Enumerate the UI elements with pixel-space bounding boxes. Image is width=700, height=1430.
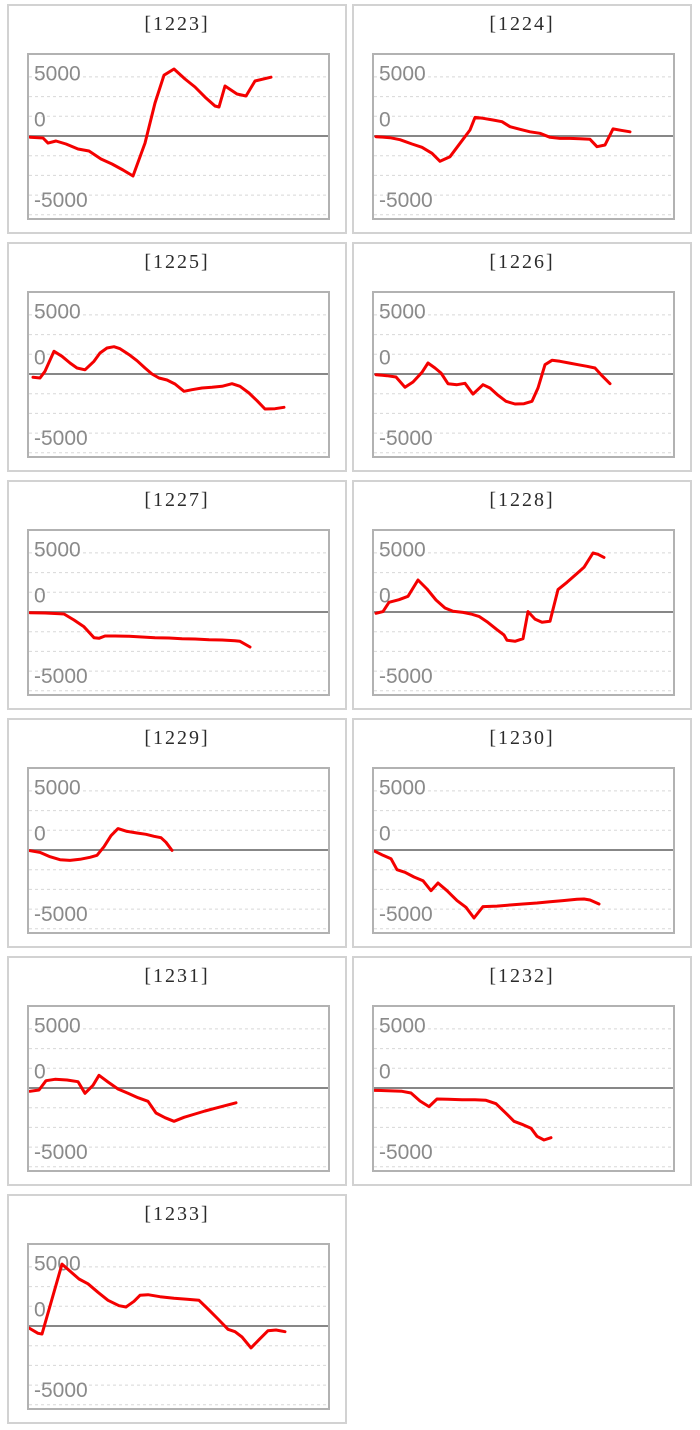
y-tick-label: 5000 [34,63,81,86]
chart-title: [1230] [489,727,555,749]
y-tick-label: 0 [34,823,46,846]
y-tick-label: 5000 [379,539,426,562]
chart-title: [1229] [144,727,210,749]
chart-cell: [1225] 5000 0 -5000 [7,242,347,472]
y-tick-label: 5000 [379,301,426,324]
plot-frame: 5000 0 -5000 [372,53,675,220]
y-tick-label: 0 [379,109,391,132]
chart-title: [1226] [489,251,555,273]
chart-cell: [1231] 5000 0 -5000 [7,956,347,1186]
chart-cell: [1224] 5000 0 -5000 [352,4,692,234]
plot-frame: 5000 0 -5000 [27,1005,330,1172]
y-tick-label: 0 [34,585,46,608]
chart-title: [1233] [144,1203,210,1225]
plot-canvas: 5000 0 -5000 [29,1015,328,1168]
series-line [31,345,286,411]
y-tick-label: 0 [34,109,46,132]
y-tick-label: 0 [379,347,391,370]
y-tick-label: -5000 [34,1141,88,1164]
y-tick-label: 0 [379,1061,391,1084]
plot-canvas: 5000 0 -5000 [29,301,328,454]
y-tick-label: 5000 [34,301,81,324]
y-tick-label: 5000 [379,63,426,86]
plot-canvas: 5000 0 -5000 [29,1253,328,1406]
plot-frame: 5000 0 -5000 [27,291,330,458]
plot-frame: 5000 0 -5000 [372,529,675,696]
series-line [374,551,606,643]
y-tick-label: 0 [34,1299,46,1322]
chart-title: [1223] [144,13,210,35]
chart-title: [1225] [144,251,210,273]
chart-title: [1231] [144,965,210,987]
y-tick-label: -5000 [34,903,88,926]
plot-canvas: 5000 0 -5000 [29,777,328,930]
series-line [374,115,632,163]
y-tick-label: 5000 [379,1015,426,1038]
y-tick-label: 0 [379,585,391,608]
y-tick-label: 5000 [379,777,426,800]
chart-cell: [1228] 5000 0 -5000 [352,480,692,710]
series-line [29,827,174,862]
chart-title: [1228] [489,489,555,511]
chart-title: [1224] [489,13,555,35]
plot-canvas: 5000 0 -5000 [374,1015,673,1168]
chart-cell: [1226] 5000 0 -5000 [352,242,692,472]
y-tick-label: 0 [34,347,46,370]
y-tick-label: -5000 [34,189,88,212]
y-tick-label: -5000 [379,427,433,450]
chart-title: [1232] [489,965,555,987]
chart-cell: [1229] 5000 0 -5000 [7,718,347,948]
plot-frame: 5000 0 -5000 [372,291,675,458]
y-tick-label: -5000 [379,189,433,212]
chart-title: [1227] [144,489,210,511]
chart-cell: [1230] 5000 0 -5000 [352,718,692,948]
plot-frame: 5000 0 -5000 [27,767,330,934]
y-tick-label: -5000 [34,665,88,688]
y-tick-label: -5000 [34,1379,88,1402]
series-line [374,358,612,406]
plot-canvas: 5000 0 -5000 [374,539,673,692]
plot-frame: 5000 0 -5000 [27,53,330,220]
y-tick-label: 0 [34,1061,46,1084]
plot-frame: 5000 0 -5000 [27,1243,330,1410]
plot-canvas: 5000 0 -5000 [374,63,673,216]
chart-cell: [1233] 5000 0 -5000 [7,1194,347,1424]
series-line [29,611,252,649]
series-line [29,1262,287,1350]
series-line [374,849,601,920]
y-tick-label: 0 [379,823,391,846]
series-line [374,1088,553,1142]
plot-frame: 5000 0 -5000 [372,1005,675,1172]
y-tick-label: -5000 [379,665,433,688]
y-tick-label: -5000 [379,1141,433,1164]
chart-cell: [1232] 5000 0 -5000 [352,956,692,1186]
y-tick-label: 5000 [34,777,81,800]
chart-cell: [1227] 5000 0 -5000 [7,480,347,710]
y-tick-label: 5000 [34,1015,81,1038]
chart-cell: [1223] 5000 0 -5000 [7,4,347,234]
plot-canvas: 5000 0 -5000 [374,777,673,930]
y-tick-label: -5000 [379,903,433,926]
y-tick-label: 5000 [34,539,81,562]
plot-canvas: 5000 0 -5000 [29,63,328,216]
y-tick-label: 5000 [34,1253,81,1276]
plot-canvas: 5000 0 -5000 [29,539,328,692]
series-line [29,1073,238,1123]
y-tick-label: -5000 [34,427,88,450]
series-line [29,67,273,178]
plot-canvas: 5000 0 -5000 [374,301,673,454]
plot-frame: 5000 0 -5000 [27,529,330,696]
plot-frame: 5000 0 -5000 [372,767,675,934]
